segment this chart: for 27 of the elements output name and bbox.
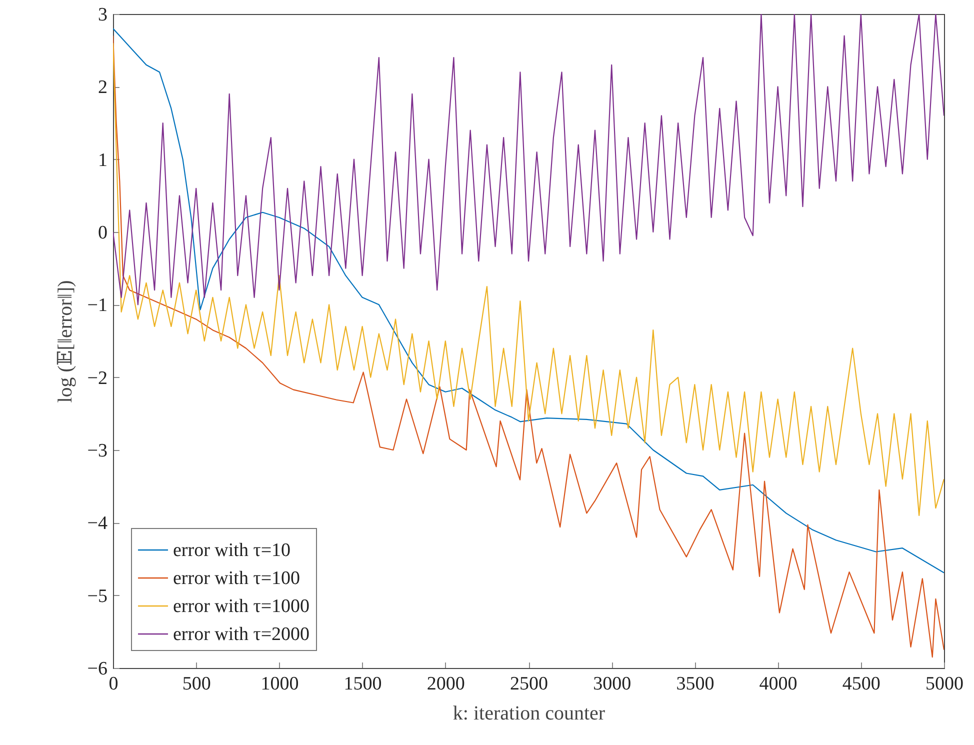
x-tick-label: 5000 [926, 674, 964, 694]
x-tick-label: 1500 [344, 674, 382, 694]
y-tick-label: −3 [87, 440, 108, 462]
y-tick-label: 2 [98, 77, 108, 98]
x-tick-label: 1000 [260, 674, 299, 694]
legend-label: error with τ=2000 [173, 624, 310, 645]
legend-label: error with τ=10 [173, 540, 291, 561]
y-tick-label: 3 [98, 4, 108, 26]
y-tick-label: −1 [87, 295, 108, 316]
x-axis-title: k: iteration counter [452, 702, 606, 724]
y-tick-label: −5 [87, 586, 108, 607]
x-tick-label: 4000 [759, 674, 798, 694]
x-tick-label: 3000 [593, 674, 632, 694]
y-axis-title: log (𝔼[‖error‖]) [54, 280, 76, 403]
y-tick-label: −6 [87, 658, 108, 680]
x-tick-label: 2500 [510, 674, 548, 694]
y-tick-label: −4 [87, 513, 108, 534]
line-series [113, 14, 944, 306]
x-tick-label: 4500 [842, 674, 880, 694]
y-tick-label: 1 [98, 150, 108, 171]
x-tick-label: 3500 [676, 674, 714, 694]
x-tick-label: 500 [182, 674, 211, 694]
legend-label: error with τ=1000 [173, 596, 310, 617]
x-tick-label: 2000 [426, 674, 465, 694]
y-tick-label: 0 [98, 222, 108, 244]
legend-label: error with τ=100 [173, 568, 300, 589]
y-tick-label: −2 [87, 368, 108, 389]
